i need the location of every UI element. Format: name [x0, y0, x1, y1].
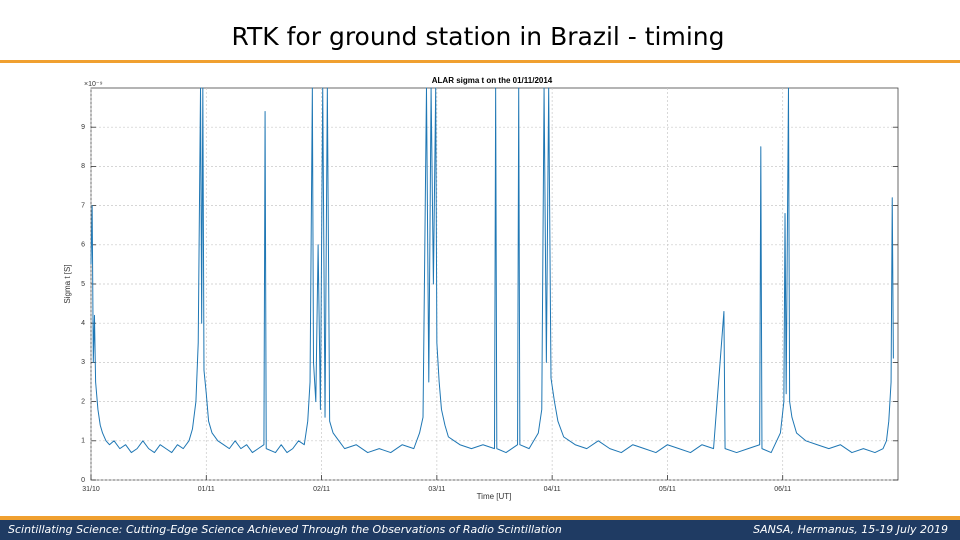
x-axis-label: Time [UT]: [477, 492, 512, 501]
y-tick-label: 1: [81, 438, 85, 445]
x-tick-label: 01/11: [198, 486, 215, 493]
title-rule: [0, 60, 960, 63]
x-tick-label: 31/10: [82, 486, 100, 493]
chart: ALAR sigma t on the 01/11/2014 ×10⁻⁹ Tim…: [63, 76, 899, 501]
y-tick-label: 0: [81, 477, 85, 484]
y-tick-label: 3: [81, 359, 85, 366]
y-axis-label: Sigma t [S]: [63, 264, 72, 303]
x-tick-label: 04/11: [544, 486, 561, 493]
y-tick-label: 6: [81, 242, 85, 249]
chart-title: ALAR sigma t on the 01/11/2014: [432, 76, 553, 85]
y-tick-label: 9: [81, 124, 85, 131]
y-tick-label: 4: [81, 320, 85, 327]
x-tick-label: 03/11: [428, 486, 445, 493]
x-tick-label: 06/11: [774, 486, 791, 493]
y-tick-label: 7: [81, 202, 85, 209]
footer-bar: [0, 520, 960, 540]
x-tick-label: 02/11: [313, 486, 330, 493]
y-exponent: ×10⁻⁹: [84, 81, 103, 88]
series-line: [90, 87, 894, 454]
y-tick-label: 2: [81, 398, 85, 405]
y-tick-label: 8: [81, 163, 85, 170]
x-tick-label: 05/11: [659, 486, 676, 493]
footer-rule: [0, 516, 960, 520]
footer-left: Scintillating Science: Cutting-Edge Scie…: [8, 523, 562, 536]
slide-title: RTK for ground station in Brazil - timin…: [231, 22, 724, 51]
footer-right: SANSA, Hermanus, 15-19 July 2019: [753, 523, 948, 536]
y-tick-label: 5: [81, 281, 85, 288]
